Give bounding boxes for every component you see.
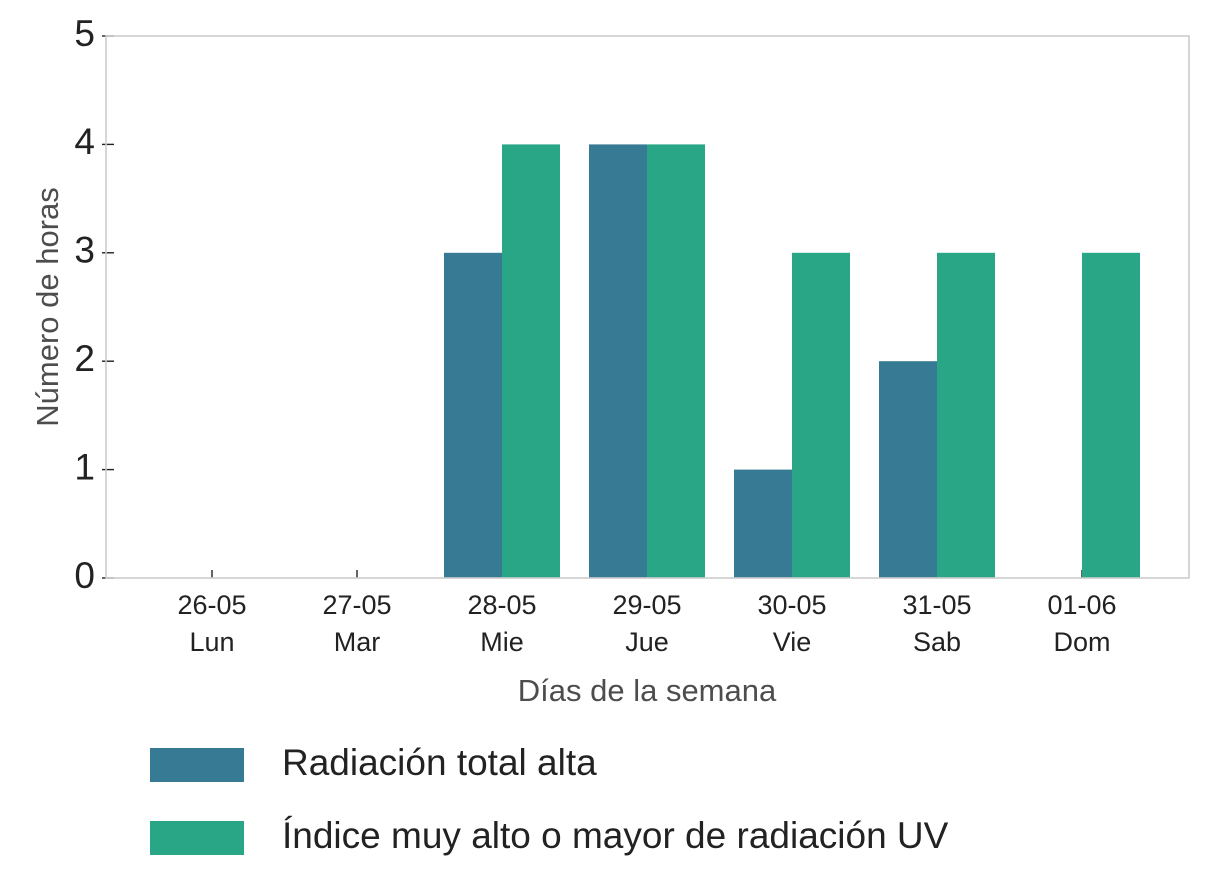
x-tick-label-date: 28-05: [467, 590, 536, 620]
y-axis-ticks: 0 1 2 3 4 5: [74, 13, 114, 596]
bars: [444, 144, 1140, 579]
bar-series-2: [647, 144, 705, 578]
bar-series-1: [444, 252, 502, 579]
bar-series-1: [589, 144, 647, 578]
x-tick-label-date: 27-05: [322, 590, 391, 620]
y-tick-label: 4: [74, 121, 95, 162]
x-tick-label-date: 30-05: [757, 590, 826, 620]
x-tick-label-day: Dom: [1053, 627, 1110, 657]
y-axis-label: Número de horas: [30, 187, 65, 427]
x-tick-label-day: Jue: [625, 627, 669, 657]
bar-series-2: [792, 252, 850, 579]
x-tick-label-day: Mar: [334, 627, 381, 657]
bar-series-2: [1082, 252, 1140, 579]
y-tick-label: 2: [74, 338, 95, 379]
x-tick-label-day: Vie: [773, 627, 812, 657]
y-tick-label: 5: [74, 13, 95, 54]
x-tick-label-date: 26-05: [177, 590, 246, 620]
bar-series-2: [937, 252, 995, 579]
x-tick-label-date: 01-06: [1047, 590, 1116, 620]
x-tick-label-date: 29-05: [612, 590, 681, 620]
x-tick-label-day: Mie: [480, 627, 524, 657]
x-tick-label-day: Lun: [189, 627, 234, 657]
bar-series-2: [502, 144, 560, 578]
bar-series-1: [879, 361, 937, 578]
legend-label-2: Índice muy alto o mayor de radiación UV: [282, 815, 949, 856]
x-axis-label: Días de la semana: [518, 673, 777, 708]
legend: Radiación total alta Índice muy alto o ma…: [150, 742, 949, 856]
bar-series-1: [734, 469, 792, 578]
legend-label-1: Radiación total alta: [282, 742, 597, 783]
x-tick-label-date: 31-05: [902, 590, 971, 620]
y-tick-label: 1: [74, 446, 95, 487]
legend-swatch-2: [150, 821, 244, 855]
y-tick-label: 0: [74, 555, 95, 596]
x-axis-ticks: 26-05 Lun 27-05 Mar 28-05 Mie 29-05 Jue 30-05 Vie…: [177, 570, 1117, 657]
plot-frame: [105, 35, 1190, 579]
x-tick-label-day: Sab: [913, 627, 961, 657]
y-tick-label: 3: [74, 230, 95, 271]
legend-swatch-1: [150, 748, 244, 782]
